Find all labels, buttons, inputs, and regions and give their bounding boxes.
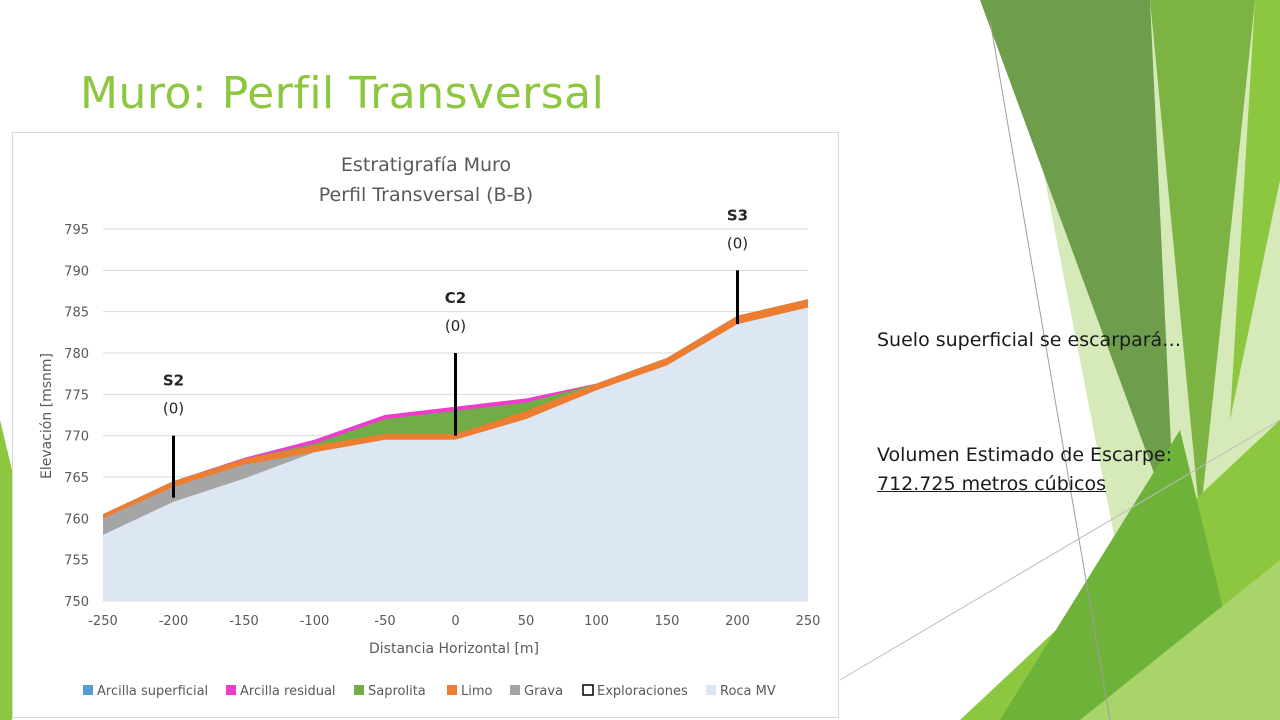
legend-label-saprolita: Saprolita: [368, 684, 426, 699]
y-tick-label: 755: [64, 554, 89, 569]
deco-line: [989, 19, 1111, 720]
legend-swatch-saprolita: [354, 685, 364, 695]
chart-container: Estratigrafía Muro Perfil Transversal (B…: [12, 132, 839, 718]
legend-swatch-arcilla-superficial: [83, 685, 93, 695]
slide-title: Muro: Perfil Transversal: [80, 68, 605, 119]
exploration-markers: S2 (0) C2 (0) S3 (0): [163, 206, 748, 498]
chart-subtitle: Perfil Transversal (B-B): [319, 184, 533, 206]
x-tick-label: 200: [725, 614, 750, 629]
x-tick-label: 100: [584, 614, 609, 629]
exploration-value-c2: (0): [445, 317, 466, 335]
x-tick-label: 150: [655, 614, 680, 629]
legend-label-roca-mv: Roca MV: [720, 684, 776, 699]
deco-shard-left: [0, 420, 12, 720]
deco-line: [839, 419, 1280, 681]
legend-swatch-arcilla-residual: [226, 685, 236, 695]
x-tick-label: 0: [451, 614, 459, 629]
legend-label-limo: Limo: [461, 684, 493, 699]
legend-swatch-limo: [447, 685, 457, 695]
stratum-areas: [103, 299, 808, 601]
y-tick-label: 795: [64, 223, 89, 238]
x-tick-label: 50: [518, 614, 535, 629]
y-tick-label: 770: [64, 430, 89, 445]
y-tick-label: 775: [64, 388, 89, 403]
exploration-value-s2: (0): [163, 400, 184, 418]
y-tick-label: 790: [64, 264, 89, 279]
exploration-label-c2: C2: [445, 289, 466, 307]
y-axis-label: Elevación [msnm]: [39, 353, 55, 479]
area-roca-mv: [103, 307, 808, 601]
volume-label: Volumen Estimado de Escarpe:: [877, 444, 1173, 466]
legend-label-grava: Grava: [524, 684, 563, 699]
stratigraphy-chart: Estratigrafía Muro Perfil Transversal (B…: [39, 154, 820, 699]
y-tick-label: 785: [64, 306, 89, 321]
axis-ticks: 750 755 760 765 770 775 780 785 790 795 -250 -200 -1…: [64, 223, 820, 629]
x-tick-label: -50: [374, 614, 395, 629]
legend-label-arcilla-superficial: Arcilla superficial: [97, 684, 208, 699]
x-tick-label: 250: [796, 614, 821, 629]
legend-swatch-grava: [510, 685, 520, 695]
deco-shard-bottom-light: [1080, 560, 1280, 720]
y-tick-label: 765: [64, 471, 89, 486]
y-tick-label: 780: [64, 347, 89, 362]
escarpe-note: Suelo superficial se escarpará…: [877, 329, 1182, 351]
exploration-label-s2: S2: [163, 372, 184, 390]
x-tick-label: -150: [229, 614, 259, 629]
legend-label-exploraciones: Exploraciones: [597, 684, 688, 699]
y-tick-label: 760: [64, 512, 89, 527]
volume-value: 712.725 metros cúbicos: [877, 473, 1107, 495]
legend-swatch-roca-mv: [706, 685, 716, 695]
x-tick-label: -200: [159, 614, 189, 629]
y-tick-label: 750: [64, 595, 89, 610]
deco-shard-dark: [980, 0, 1175, 530]
legend-swatch-exploraciones: [582, 684, 594, 696]
exploration-value-s3: (0): [727, 234, 748, 252]
x-tick-label: -250: [88, 614, 118, 629]
chart-legend: Arcilla superficial Arcilla residual Sapro…: [83, 684, 776, 699]
deco-shard-mid: [1150, 0, 1255, 520]
legend-label-arcilla-residual: Arcilla residual: [240, 684, 336, 699]
exploration-label-s3: S3: [727, 206, 748, 224]
x-axis-label: Distancia Horizontal [m]: [369, 641, 539, 657]
chart-title: Estratigrafía Muro: [341, 154, 511, 176]
deco-shard-bright: [1230, 0, 1280, 420]
x-tick-label: -100: [300, 614, 330, 629]
